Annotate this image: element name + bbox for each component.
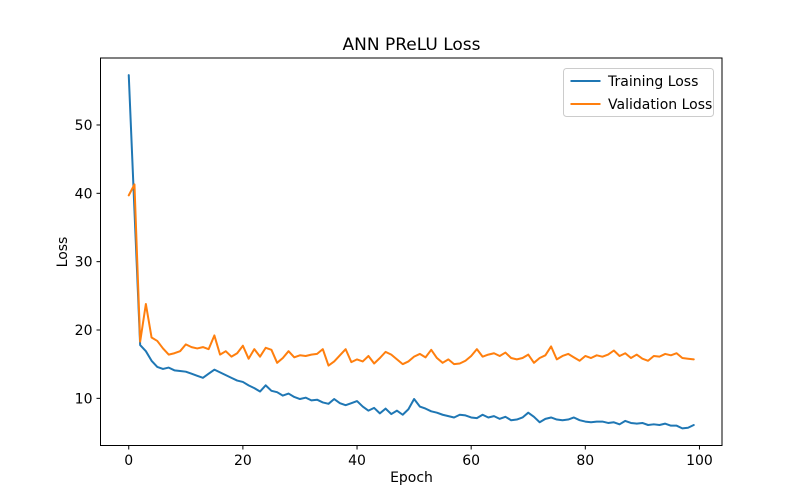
y-axis-label: Loss	[55, 237, 71, 268]
plot-area: 0 20 40 60 80 100 10 20 30 40 50	[75, 57, 723, 469]
x-axis-label: Epoch	[390, 470, 433, 486]
x-tick-label: 40	[348, 453, 366, 469]
x-tick-label: 80	[576, 453, 594, 469]
legend-label-validation: Validation Loss	[608, 97, 712, 113]
legend: Training Loss Validation Loss	[563, 68, 714, 117]
training-loss-line	[127, 74, 695, 430]
y-tick-label: 50	[75, 118, 93, 134]
legend-label-training: Training Loss	[607, 74, 698, 90]
x-tick-label: 60	[462, 453, 480, 469]
x-tick-label: 20	[234, 453, 252, 469]
x-tick-label: 100	[686, 453, 713, 469]
y-tick-label: 30	[75, 255, 93, 271]
legend-box	[563, 68, 714, 117]
y-tick-label: 20	[75, 323, 93, 339]
validation-loss-line	[127, 183, 695, 367]
y-tick-label: 40	[75, 186, 93, 202]
chart-title: ANN PReLU Loss	[343, 35, 481, 55]
x-tick-label: 0	[124, 453, 133, 469]
y-tick-label: 10	[75, 391, 93, 407]
axes-frame	[100, 57, 723, 446]
